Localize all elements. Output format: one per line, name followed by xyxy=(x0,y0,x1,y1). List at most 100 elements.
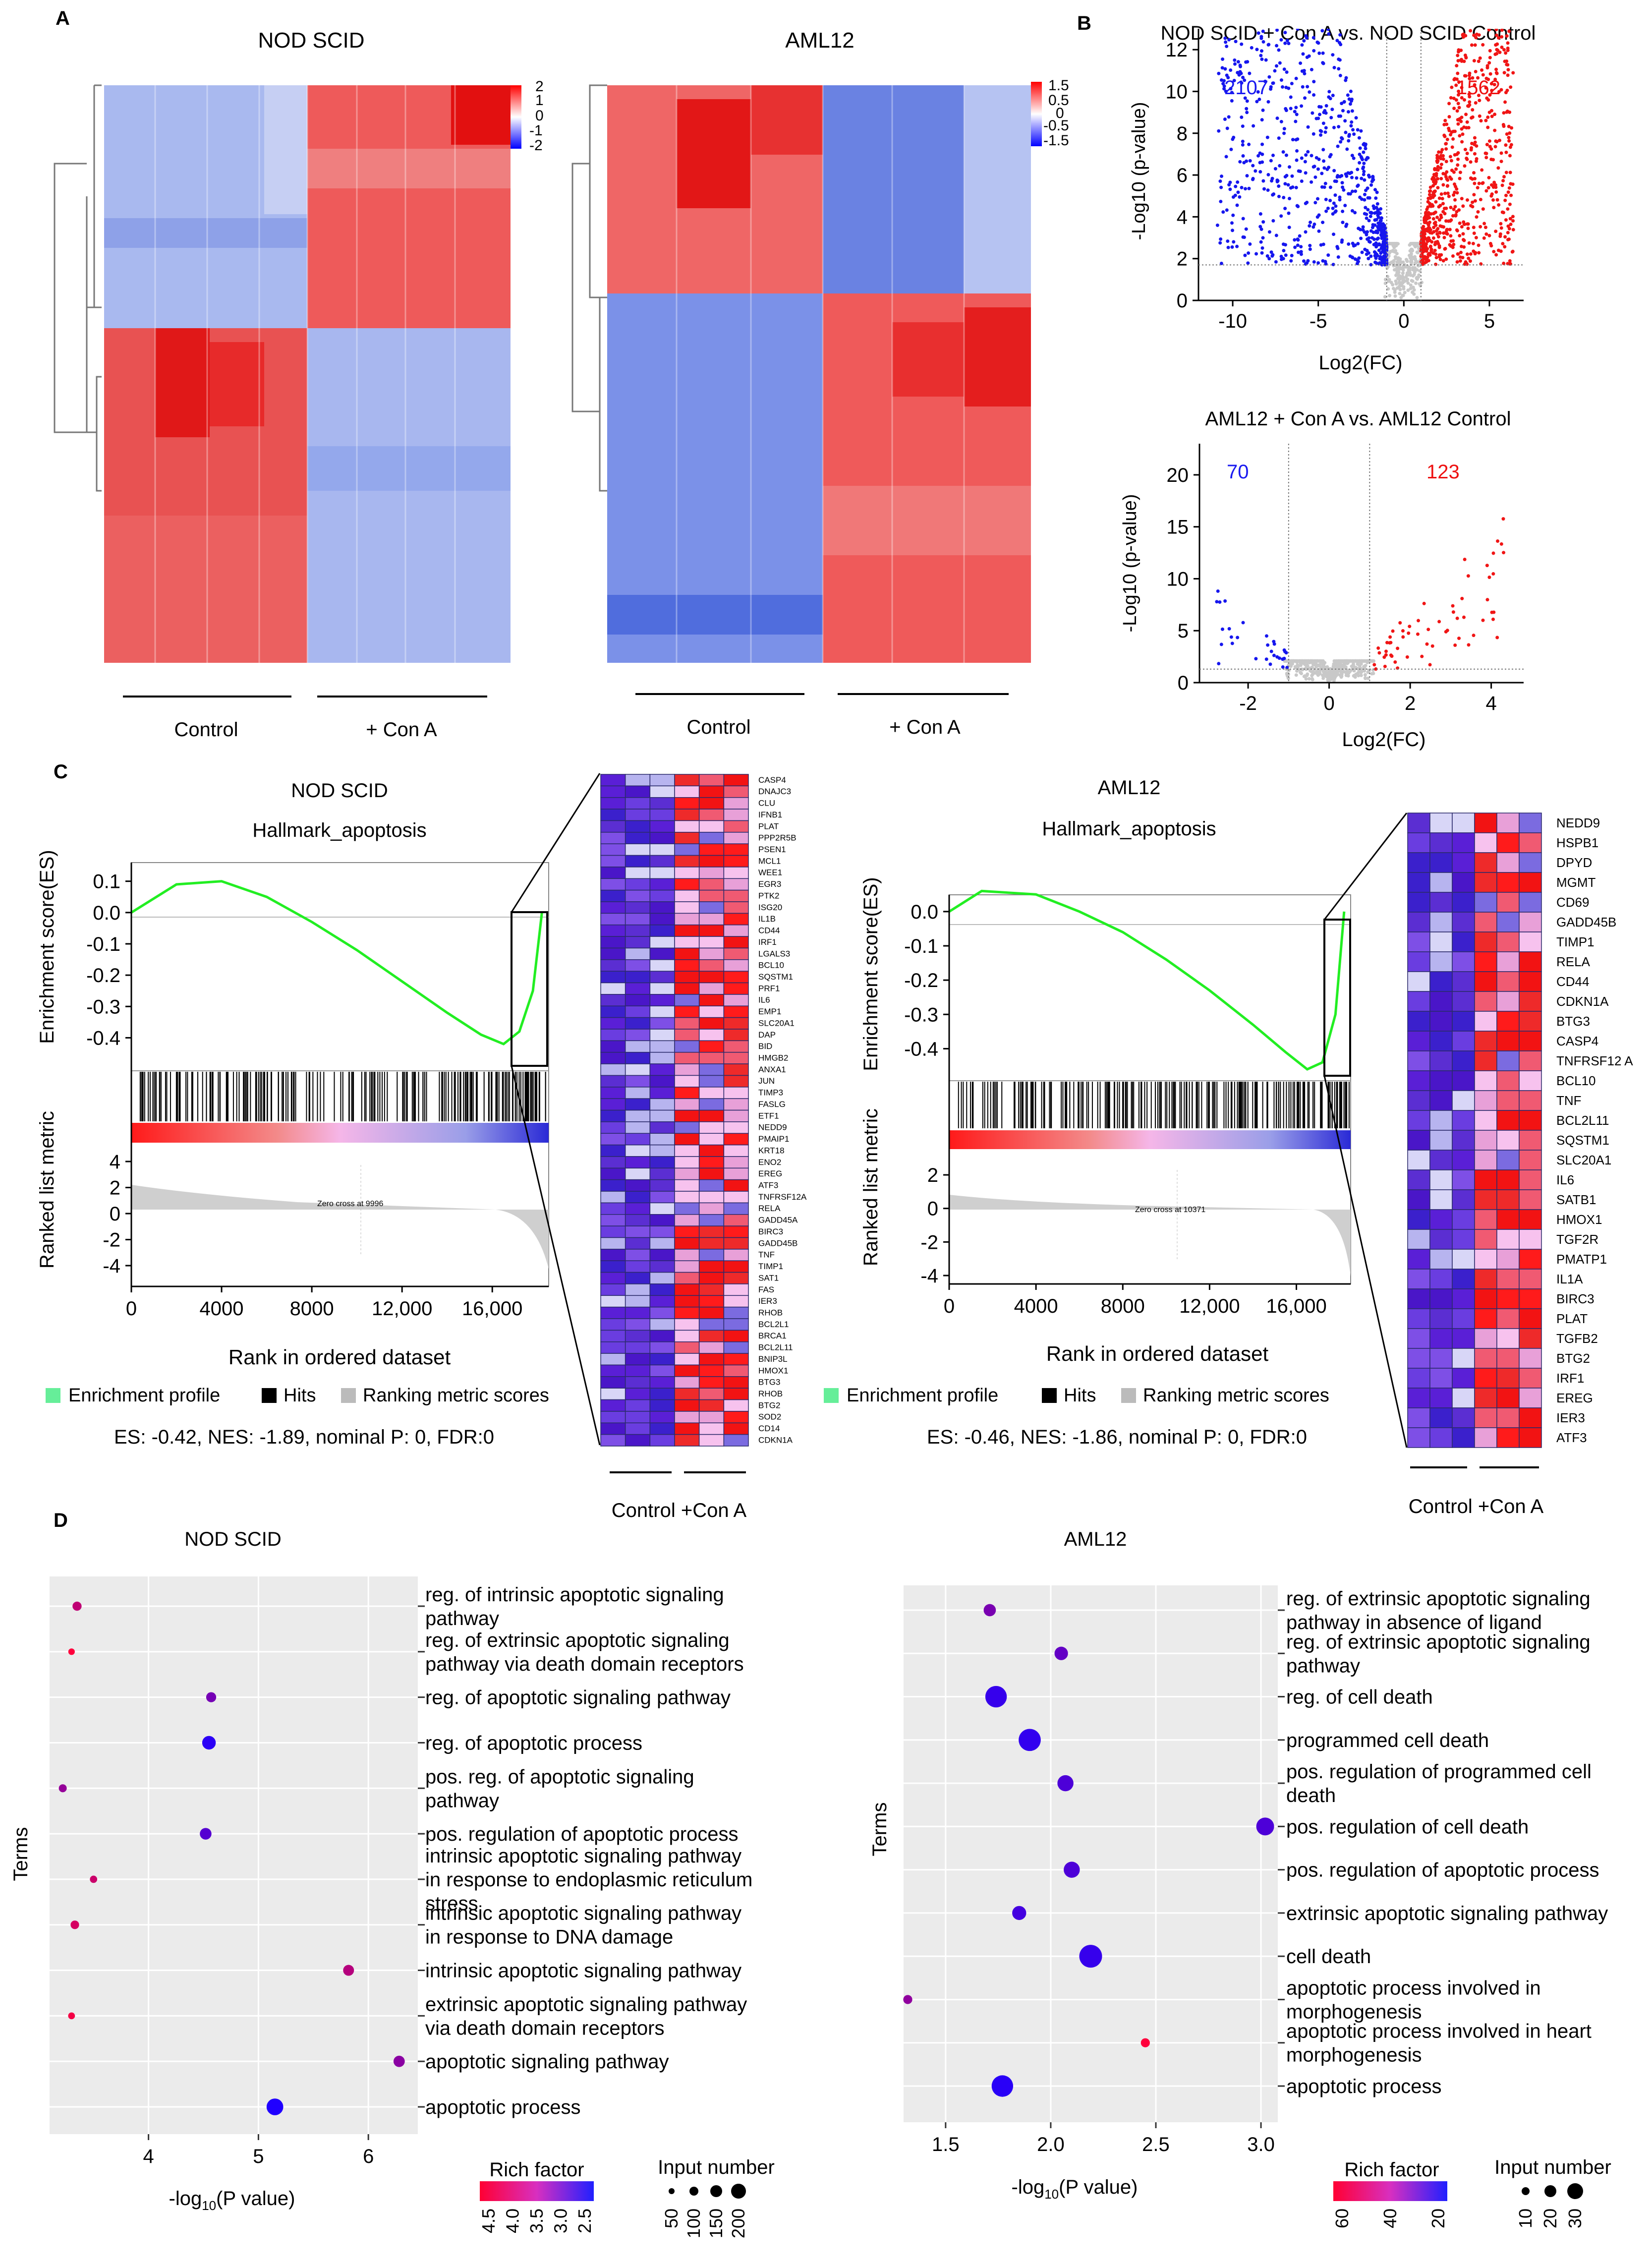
heat-cell xyxy=(649,1272,675,1284)
heat-cell xyxy=(1474,1090,1497,1111)
heat-cell xyxy=(1496,1229,1520,1250)
dot-right-ylabel: Terms xyxy=(869,1802,891,1857)
volcano-point-up xyxy=(1453,205,1457,209)
heat-cell xyxy=(600,889,626,902)
volcano-point-up xyxy=(1465,120,1469,124)
volcano-point-down xyxy=(1359,129,1363,133)
heat-cell xyxy=(698,1388,725,1400)
x-tick-label: 4 xyxy=(1485,693,1496,714)
heat-cell xyxy=(723,1087,749,1099)
volcano-point-down xyxy=(1331,212,1335,216)
volcano-point-down xyxy=(1327,90,1331,94)
term-label: morphogenesis xyxy=(1286,2001,1422,2023)
volcano-point-ns xyxy=(1306,659,1310,663)
heat-cell xyxy=(1452,931,1475,952)
volcano-point-down xyxy=(1279,254,1283,258)
volcano-point-down xyxy=(1273,167,1277,171)
volcano-point-up xyxy=(1436,165,1440,169)
heat-cell xyxy=(600,855,626,868)
volcano-point-up xyxy=(1439,166,1443,170)
volcano-point-up xyxy=(1445,184,1449,188)
y-tick-label: 12 xyxy=(1166,39,1188,61)
gene-label: BTG3 xyxy=(1556,1014,1590,1029)
term-dot xyxy=(72,1601,82,1611)
heat-cell xyxy=(674,1098,700,1111)
heat-cell xyxy=(600,774,626,787)
x-tick-label: 0 xyxy=(1398,310,1409,332)
volcano-point-up xyxy=(1466,104,1470,108)
group-label: + Con A xyxy=(889,716,961,738)
heat-cell xyxy=(625,1330,651,1342)
heat-cell xyxy=(723,1075,749,1088)
y-tick-label: 8 xyxy=(1177,123,1188,145)
volcano-point-down xyxy=(1317,213,1321,217)
volcano-point-down xyxy=(1317,105,1321,109)
volcano-point-up xyxy=(1499,160,1503,164)
gene-label: CASP4 xyxy=(1556,1034,1598,1048)
volcano-point-down xyxy=(1329,116,1333,119)
heat-cell xyxy=(625,1353,651,1366)
gene-label: BTG2 xyxy=(1556,1351,1590,1366)
volcano-point-up xyxy=(1455,260,1459,264)
volcano-point-down xyxy=(1338,73,1342,77)
volcano-point-up xyxy=(1451,214,1455,218)
volcano-point-ns xyxy=(1403,291,1407,294)
volcano-point-ns xyxy=(1401,276,1405,280)
heat-cell xyxy=(698,1098,725,1111)
legend-size-dot xyxy=(1567,2183,1583,2199)
volcano-point-up xyxy=(1460,140,1464,144)
volcano-point-up xyxy=(1377,651,1381,655)
volcano-point-ns xyxy=(1324,671,1328,675)
heat-cell xyxy=(723,1005,749,1018)
heat-cell xyxy=(1429,1388,1453,1408)
volcano-point-up xyxy=(1424,214,1428,218)
heat-cell xyxy=(723,1051,749,1064)
heat-cell xyxy=(625,1167,651,1180)
heat-cell xyxy=(698,797,725,810)
heat-cell xyxy=(674,936,700,949)
y-tick-label: 0 xyxy=(927,1198,938,1220)
volcano-point-down xyxy=(1333,193,1337,197)
volcano-point-down xyxy=(1370,226,1374,230)
volcano-point-down xyxy=(1286,183,1290,187)
volcano-point-ns xyxy=(1351,659,1355,663)
gene-label: TNFRSF12A xyxy=(758,1192,807,1202)
heat-cell xyxy=(1474,1427,1497,1448)
volcano-point-ns xyxy=(1417,273,1421,277)
volcano-point-down xyxy=(1380,235,1384,239)
volcano-point-down xyxy=(1287,211,1291,215)
heat-cell xyxy=(1519,1288,1542,1309)
y-tick-label: 0 xyxy=(110,1203,120,1225)
volcano-point-down xyxy=(1375,243,1379,247)
volcano-point-down xyxy=(1294,138,1298,142)
volcano-point-up xyxy=(1421,250,1425,254)
volcano-point-down xyxy=(1349,89,1353,93)
volcano-point-down xyxy=(1345,147,1349,151)
heat-cell xyxy=(723,1133,749,1146)
volcano-point-down xyxy=(1326,29,1330,31)
heat-cell xyxy=(1474,1407,1497,1428)
volcano-point-down xyxy=(1277,184,1281,188)
volcano-point-down xyxy=(1341,209,1345,213)
heat-cell xyxy=(625,1029,651,1042)
heat-cell xyxy=(1407,912,1430,932)
volcano-point-down xyxy=(1363,230,1367,234)
volcano-point-up xyxy=(1492,206,1496,210)
term-dot xyxy=(58,1784,67,1793)
legend-enrichment-swatch xyxy=(46,1388,60,1403)
volcano-point-down xyxy=(1265,254,1269,258)
heat-cell xyxy=(723,1029,749,1042)
volcano-point-down xyxy=(1275,116,1279,120)
heat-cell xyxy=(625,1040,651,1053)
volcano-point-up xyxy=(1474,159,1478,163)
volcano-point-down xyxy=(1315,40,1319,44)
heat-cell xyxy=(1496,1011,1520,1032)
volcano-point-ns xyxy=(1415,296,1419,300)
volcano-point-up xyxy=(1463,98,1467,102)
heat-cell xyxy=(649,1376,675,1389)
term-dot xyxy=(1064,1861,1080,1878)
volcano-point-up xyxy=(1456,102,1460,106)
volcano-point-down xyxy=(1301,52,1305,56)
volcano-point-down xyxy=(1259,240,1263,244)
heat-cell xyxy=(600,1306,626,1319)
